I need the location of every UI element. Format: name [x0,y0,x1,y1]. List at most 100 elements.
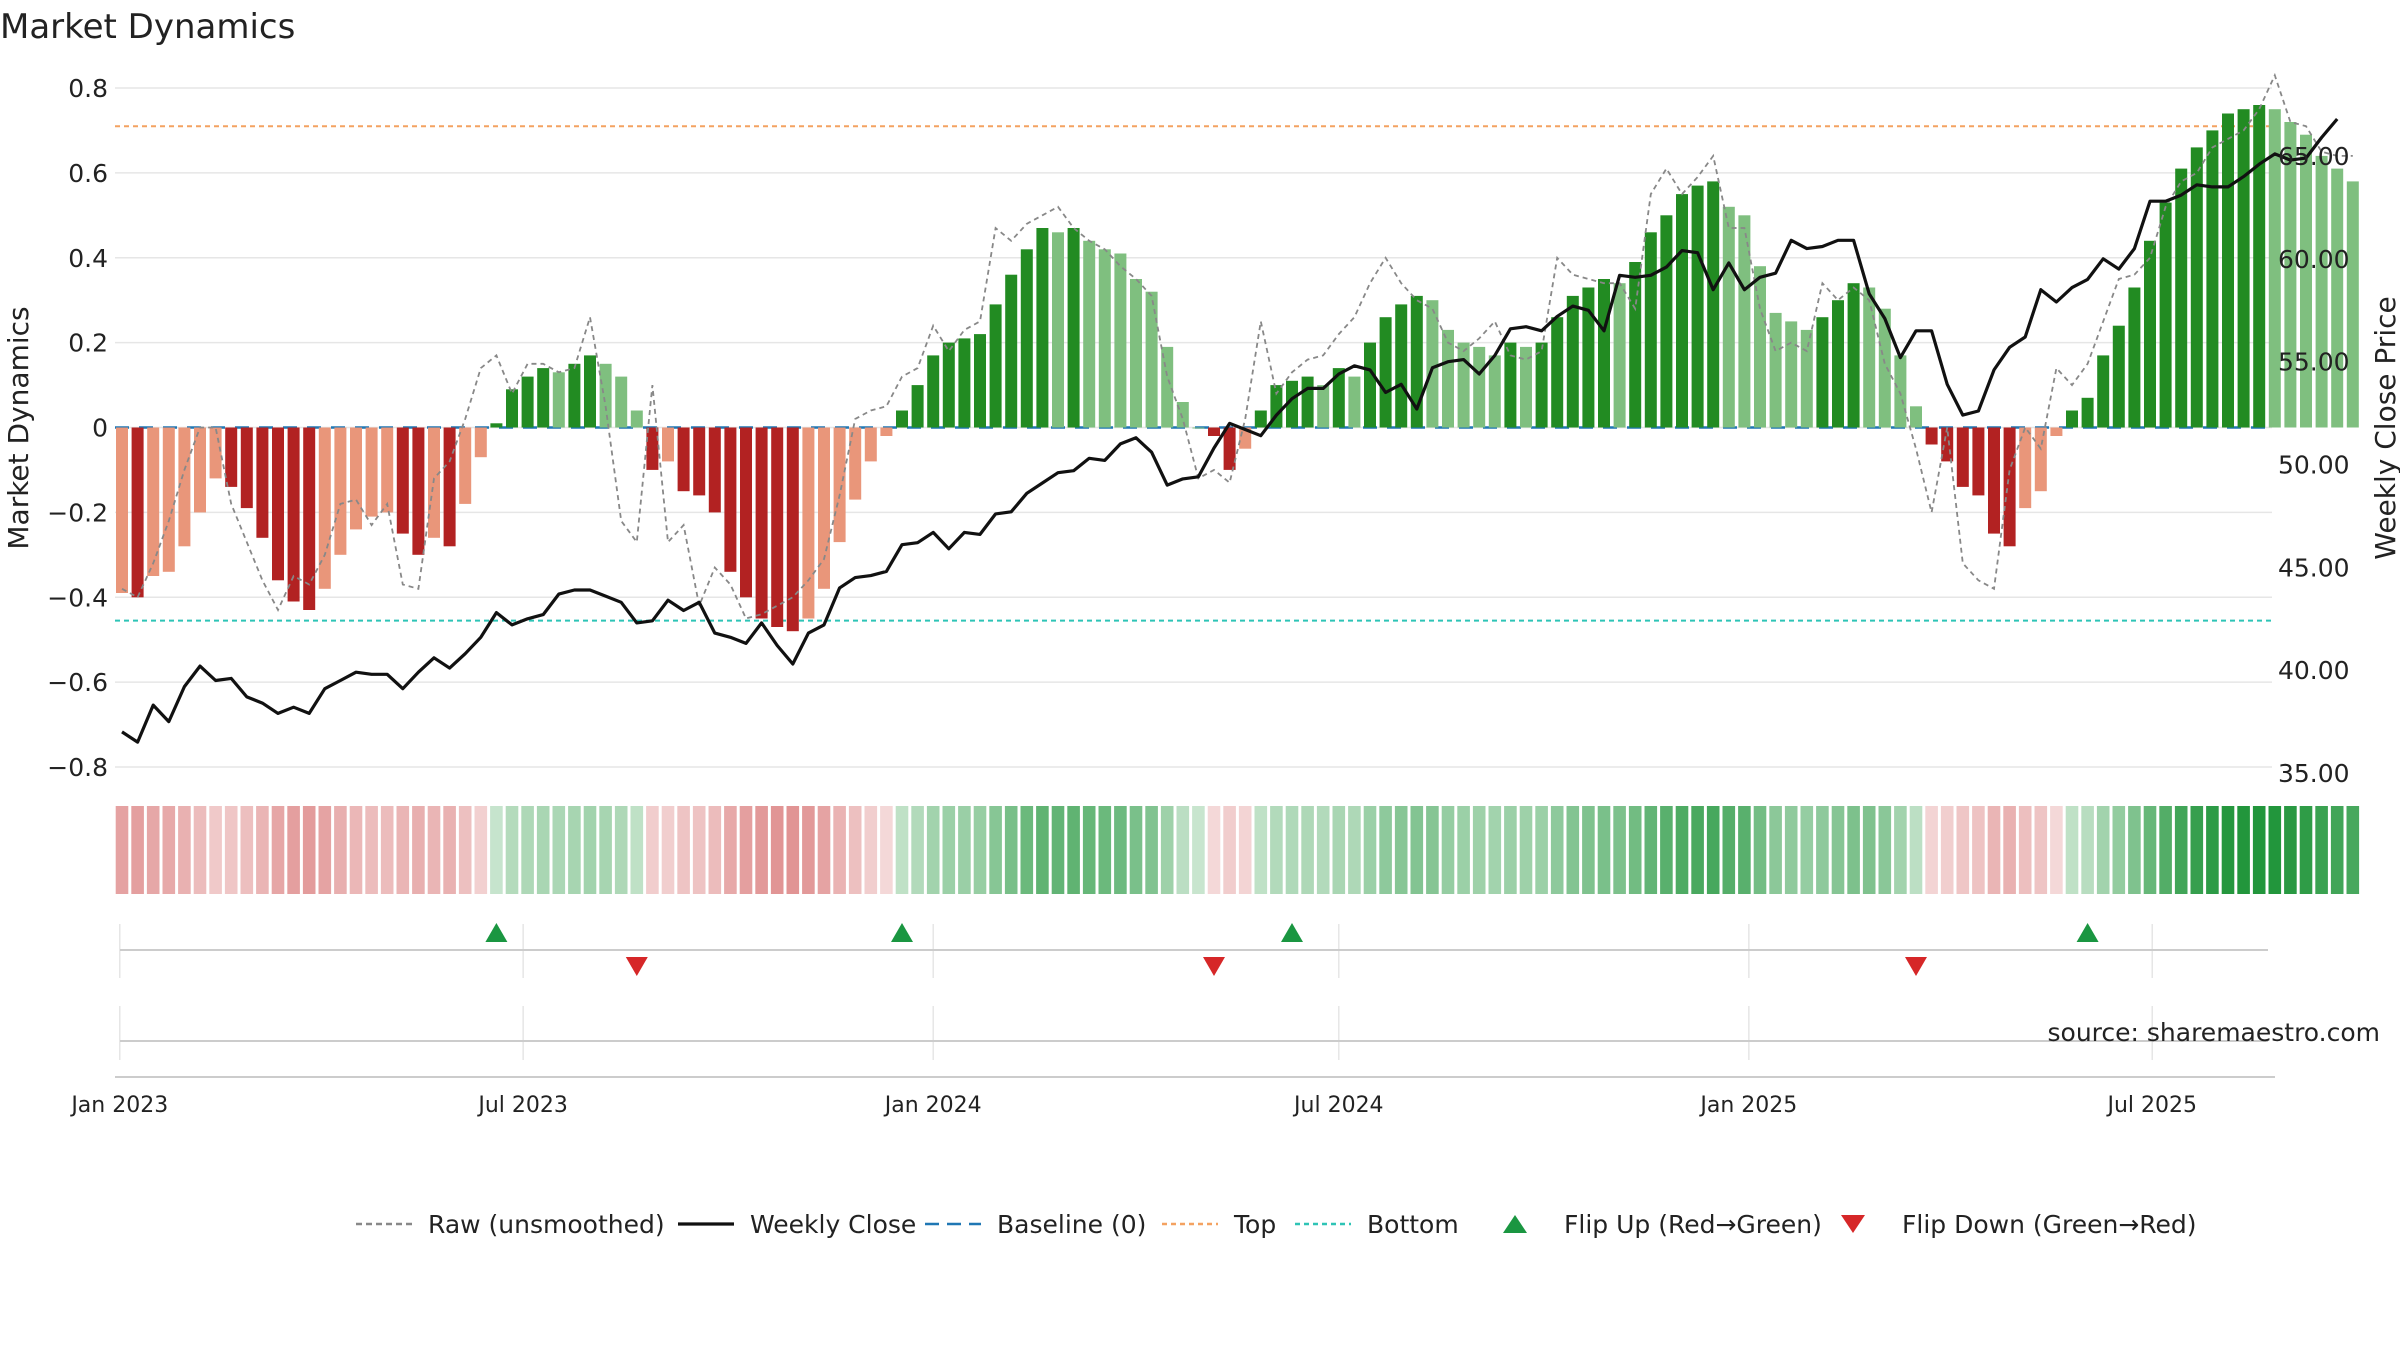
regime-cell [646,806,659,894]
dynamics-bar [740,427,752,598]
regime-cell [630,806,644,894]
dynamics-bar [2222,113,2234,428]
regime-cell [1582,806,1595,894]
left-tick-label: −0.6 [47,668,108,697]
dynamics-bar [1083,240,1096,428]
legend: Raw (unsmoothed) Weekly Close Baseline (0)… [356,1210,2197,1239]
regime-cell [848,806,862,894]
dynamics-bar [2300,134,2312,428]
dynamics-bar [1254,410,1267,428]
dynamics-bar [1738,215,1751,428]
x-tick-label: Jan 2025 [1698,1093,1797,1118]
regime-cell [1285,806,1299,894]
regime-cell [802,806,815,894]
flip-up-marker [891,923,913,942]
weekly-close-line [121,117,2339,744]
dynamics-bar [1473,346,1486,428]
right-tick-label: 50.00 [2278,451,2350,480]
dynamics-bar [615,376,628,428]
flip-down-marker [1905,957,1927,976]
dynamics-bar [225,427,238,487]
dynamics-bar [1566,295,1579,428]
dynamics-bar [708,427,721,513]
dynamics-bar [2331,168,2344,428]
dynamics-bar [1442,329,1454,428]
dynamics-bar [599,363,612,428]
regime-cell [1067,806,1080,894]
x-tick-label: Jul 2025 [2105,1093,2197,1118]
regime-cell [1223,806,1236,894]
chart-title: Market Dynamics [0,7,295,47]
regime-cell [1082,806,1096,894]
regime-cell [427,806,441,894]
dynamics-bar [2268,109,2281,428]
regime-cell [505,806,519,894]
dynamics-bar [1348,376,1361,428]
flip-up-marker [1281,923,1303,942]
regime-cell [1940,806,1954,894]
legend-swatch [1503,1215,1527,1233]
reference-lines [115,125,2272,622]
dynamics-bar [2284,122,2297,428]
legend-label: Baseline (0) [997,1210,1146,1239]
dynamics-bar [1910,406,1922,428]
left-y-axis-label: Market Dynamics [2,306,35,549]
regime-cell [1192,806,1205,894]
regime-cell [1831,806,1845,894]
dynamics-bar [1379,317,1392,428]
right-tick-label: 65.00 [2278,142,2350,171]
dynamics-bar [1691,185,1704,428]
source-text: source: sharemaestro.com [2048,1018,2381,1047]
regime-cell [1816,806,1829,894]
regime-cell [1722,806,1736,894]
right-tick-label: 35.00 [2278,759,2350,788]
dynamics-bar [459,427,472,504]
dynamics-bar [116,427,128,593]
dynamics-bar [1988,427,2000,534]
regime-cell [833,806,846,894]
regime-cell [739,806,753,894]
regime-cell [224,806,238,894]
dynamics-bar [942,342,955,428]
dynamics-bar [2190,147,2203,428]
dynamics-bar [209,427,222,479]
dynamics-bars [116,105,2359,632]
regime-cell [2003,806,2016,894]
regime-cell [2330,806,2344,894]
regime-cell [131,806,144,894]
regime-cell [1628,806,1642,894]
regime-cell [443,806,456,894]
regime-cell [911,806,924,894]
left-tick-label: 0.6 [68,159,108,188]
regime-cell [287,806,300,894]
dynamics-bar [318,427,331,589]
regime-cell [817,806,831,894]
dynamics-bar [1395,304,1408,428]
dynamics-bar [131,427,144,598]
regime-cell [2018,806,2032,894]
legend-label: Flip Down (Green→Red) [1902,1210,2197,1239]
dynamics-bar [365,427,378,517]
regime-cell [958,806,971,894]
regime-cell [115,806,129,894]
dynamics-bar [1832,300,1844,428]
regime-cell [1847,806,1860,894]
regime-cell [521,806,534,894]
regime-cell [1394,806,1408,894]
dynamics-bar [1676,194,1688,428]
regime-cell [599,806,612,894]
dynamics-bar [1613,283,1626,428]
bottom-panel [119,1006,2268,1060]
regime-cell [240,806,254,894]
regime-cell [1878,806,1892,894]
dynamics-bar [194,427,206,513]
regime-cell [2065,806,2079,894]
legend-label: Raw (unsmoothed) [428,1210,665,1239]
x-tick-label: Jul 2023 [476,1093,568,1118]
regime-cell [2315,806,2328,894]
regime-cell [1800,806,1814,894]
dynamics-bar [240,427,253,509]
dynamics-bar [1925,427,1938,445]
dynamics-bar [1847,283,1860,428]
